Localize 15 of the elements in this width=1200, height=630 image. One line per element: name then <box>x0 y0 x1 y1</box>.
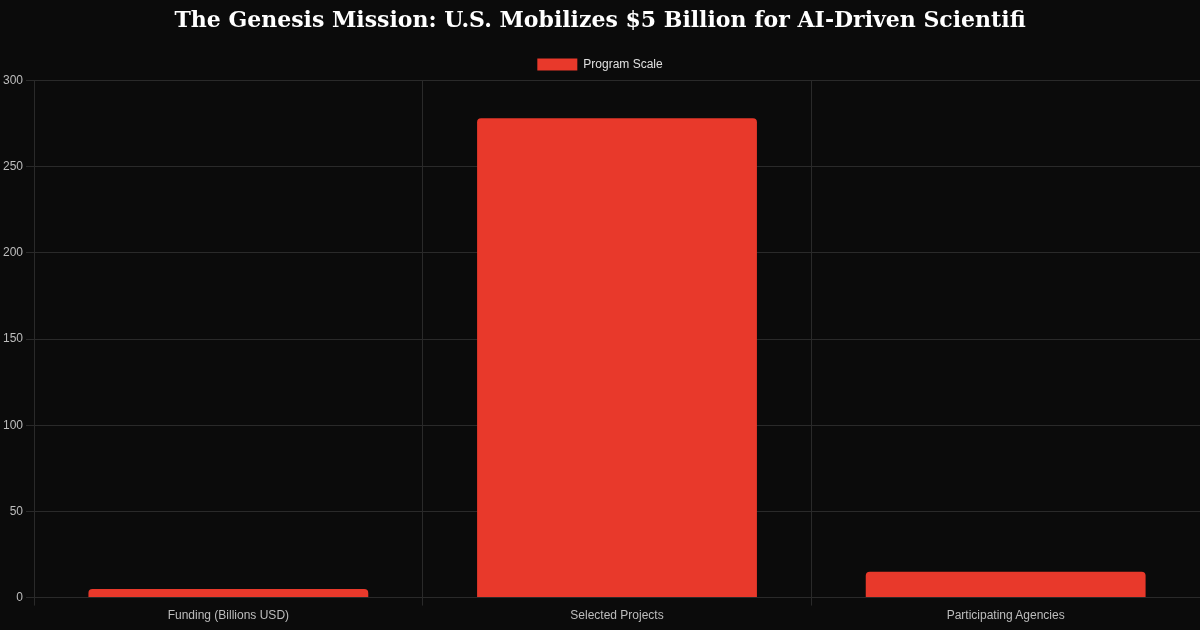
x-tick-label: Selected Projects <box>570 608 664 623</box>
y-tick-label: 0 <box>16 589 24 604</box>
y-tick-label: 150 <box>2 331 24 346</box>
x-tick-label: Participating Agencies <box>946 608 1065 623</box>
bar <box>88 588 369 598</box>
y-tick-label: 50 <box>9 503 24 518</box>
legend-label: Program Scale <box>583 56 664 71</box>
y-tick-label: 300 <box>2 72 24 87</box>
bar <box>477 118 757 598</box>
bar <box>865 571 1146 598</box>
x-tick-label: Funding (Billions USD) <box>167 608 290 623</box>
chart-title: The Genesis Mission: U.S. Mobilizes $5 Billion for AI-Driven Scientifi <box>174 5 1026 32</box>
y-tick-label: 200 <box>2 245 24 260</box>
y-tick-label: 250 <box>2 158 24 173</box>
y-tick-label: 100 <box>2 417 24 432</box>
